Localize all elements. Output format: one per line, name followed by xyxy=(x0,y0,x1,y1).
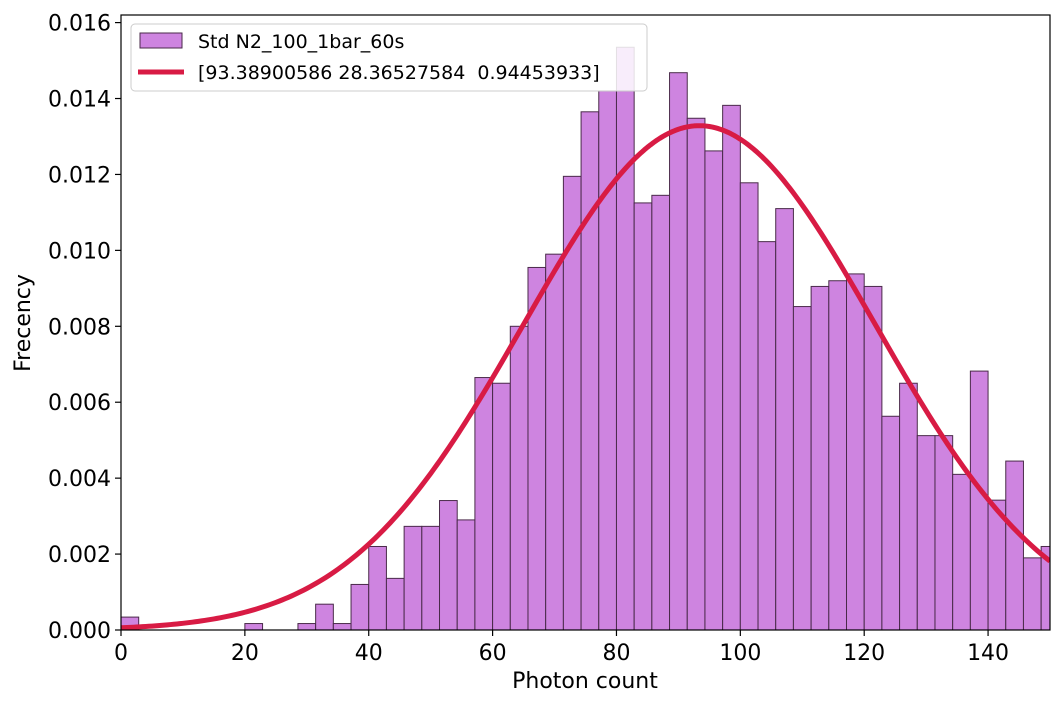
histogram-bar xyxy=(439,500,458,630)
histogram-bar xyxy=(934,435,954,630)
x-tick-label: 100 xyxy=(719,641,761,666)
histogram-bar xyxy=(385,577,405,630)
histogram-bars xyxy=(121,46,1050,630)
histogram-bar xyxy=(527,266,547,630)
histogram-bar xyxy=(633,202,653,630)
fit-curve xyxy=(121,123,1050,630)
histogram-bar xyxy=(492,382,511,630)
histogram-bar xyxy=(368,545,387,630)
histogram-bar xyxy=(704,150,724,630)
histogram-bar xyxy=(863,285,883,630)
histogram-bar xyxy=(1005,460,1024,630)
legend: Std N2_100_1bar_60s [93.38900586 28.3652… xyxy=(130,23,648,92)
histogram-bar xyxy=(403,525,423,630)
histogram-bar xyxy=(315,603,334,630)
histogram-bar xyxy=(846,273,865,630)
histogram-bar xyxy=(722,104,741,630)
legend-label-histogram: Std N2_100_1bar_60s xyxy=(198,31,404,53)
fit-curve-layer xyxy=(121,123,1050,630)
histogram-bar xyxy=(297,623,317,630)
y-tick-label: 0.010 xyxy=(48,239,111,264)
y-tick-label: 0.014 xyxy=(48,88,111,113)
y-axis: 0.000 0.002 0.004 0.006 0.008 0.010 0.012 0.014… xyxy=(48,12,121,644)
x-tick-label: 20 xyxy=(231,641,259,666)
x-tick-label: 40 xyxy=(355,641,383,666)
y-tick-label: 0.012 xyxy=(48,163,111,188)
histogram-bar xyxy=(969,370,989,630)
histogram-bar xyxy=(828,280,848,630)
histogram-bar xyxy=(350,583,370,630)
histogram-bar xyxy=(580,111,600,630)
histogram-bar xyxy=(651,194,671,630)
x-tick-label: 80 xyxy=(602,641,630,666)
histogram-bar xyxy=(1022,557,1042,630)
legend-frame xyxy=(130,23,648,92)
histogram-bar xyxy=(474,377,494,630)
histogram-bar xyxy=(916,435,936,630)
histogram-bar xyxy=(775,208,794,630)
histogram-bar xyxy=(757,241,777,630)
histogram-bar xyxy=(669,72,688,630)
legend-label-fit: [93.38900586 28.36527584 0.94453933] xyxy=(198,62,600,84)
histogram-bar xyxy=(456,519,476,630)
histogram-bar xyxy=(792,306,812,630)
histogram-bar xyxy=(244,623,264,630)
y-axis-label: Frecency xyxy=(11,274,36,372)
histogram-bar xyxy=(545,253,564,630)
x-tick-label: 0 xyxy=(114,641,128,666)
x-tick-label: 120 xyxy=(843,641,885,666)
histogram-bar xyxy=(615,46,635,630)
legend-swatch-histogram xyxy=(139,32,183,49)
y-tick-label: 0.008 xyxy=(48,315,111,340)
x-axis: 0 20 40 60 80 100 120 140 xyxy=(114,630,1009,666)
histogram-bar xyxy=(810,285,830,630)
y-tick-label: 0.006 xyxy=(48,391,111,416)
histogram-bar xyxy=(952,473,971,630)
y-tick-label: 0.016 xyxy=(48,12,111,37)
x-tick-label: 60 xyxy=(479,641,507,666)
plot-frame xyxy=(120,14,1051,631)
x-tick-label: 140 xyxy=(967,641,1009,666)
histogram-bar xyxy=(332,623,352,630)
histogram-bar xyxy=(899,382,918,630)
y-tick-label: 0.000 xyxy=(48,619,111,644)
y-tick-label: 0.002 xyxy=(48,543,111,568)
histogram-bar xyxy=(686,117,706,630)
histogram-bar xyxy=(509,325,529,630)
histogram-bar xyxy=(598,90,617,630)
histogram-bar xyxy=(881,415,901,630)
histogram-bar xyxy=(421,525,441,630)
histogram-bar xyxy=(739,182,759,630)
x-axis-label: Photon count xyxy=(512,669,658,694)
y-tick-label: 0.004 xyxy=(48,467,111,492)
